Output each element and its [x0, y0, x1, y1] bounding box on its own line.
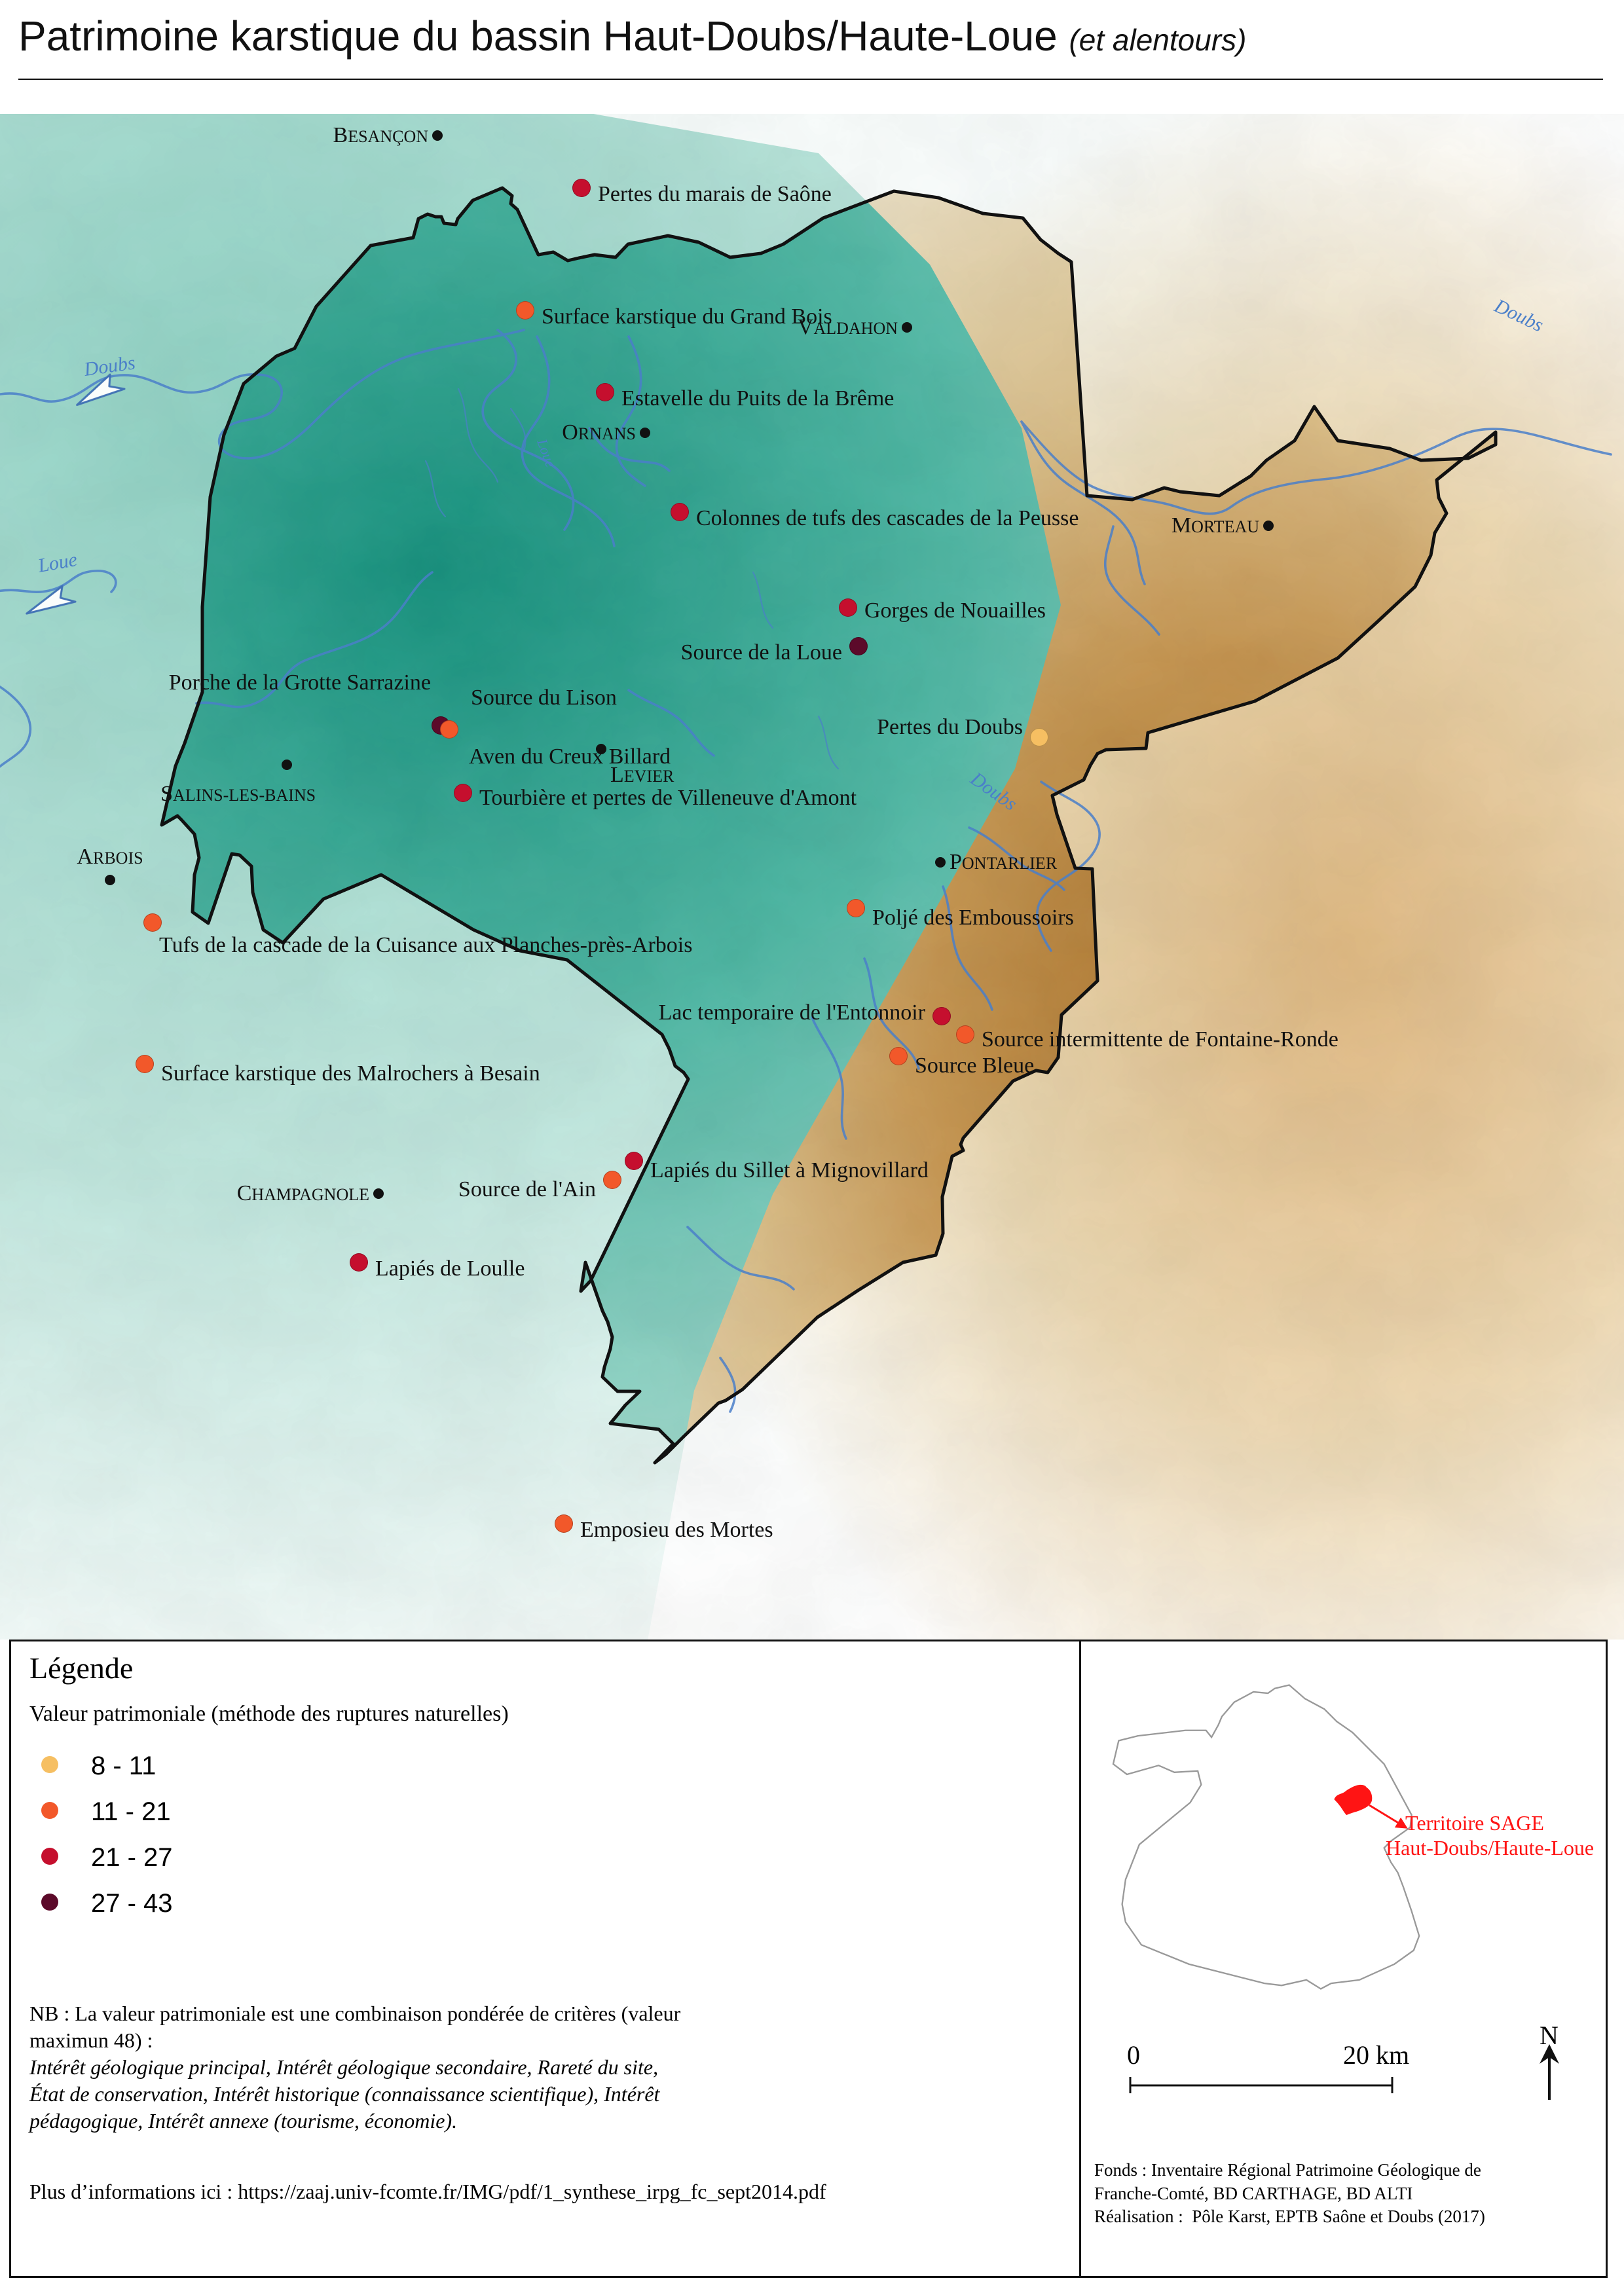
- svg-text:Haut-Doubs/Haute-Loue: Haut-Doubs/Haute-Loue: [1386, 1836, 1594, 1860]
- svg-text:0: 0: [1127, 2040, 1140, 2070]
- svg-text:Territoire SAGE: Territoire SAGE: [1405, 1811, 1544, 1835]
- svg-text:20 km: 20 km: [1343, 2040, 1409, 2070]
